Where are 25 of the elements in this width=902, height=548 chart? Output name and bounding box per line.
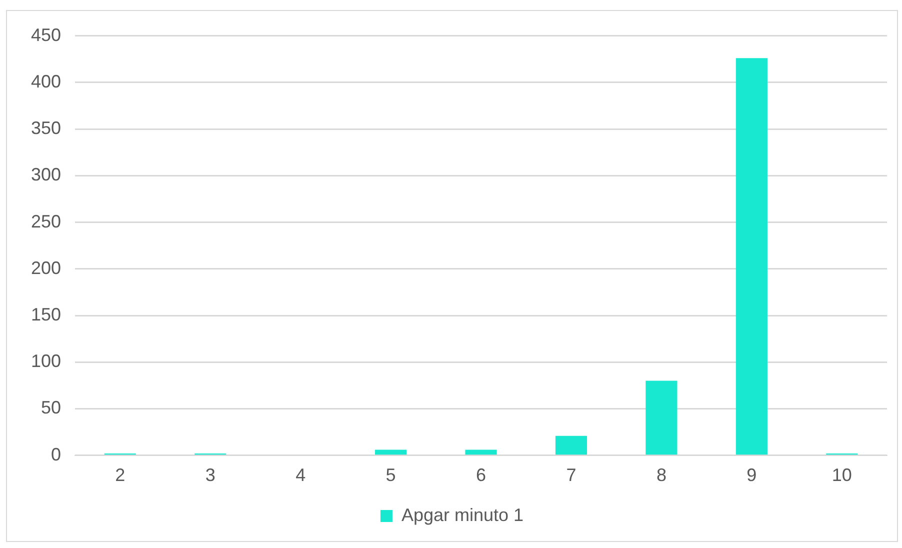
x-tick-label: 8: [656, 465, 666, 486]
x-tick-label: 10: [832, 465, 852, 486]
x-tick-label: 9: [746, 465, 757, 486]
x-tick-label: 6: [476, 465, 486, 486]
y-tick-label: 300: [30, 164, 62, 185]
x-tick-label: 3: [205, 465, 216, 486]
x-tick-label: 5: [386, 465, 396, 486]
y-tick-label: 50: [41, 398, 62, 418]
y-tick-label: 200: [30, 258, 62, 278]
x-tick-label: 7: [566, 465, 576, 486]
y-tick-label: 150: [30, 304, 62, 324]
bar: [646, 380, 678, 455]
y-tick-label: 400: [30, 71, 62, 92]
bar: [736, 58, 768, 455]
y-tick-label: 250: [30, 211, 62, 232]
x-tick-label: 2: [115, 465, 126, 486]
y-tick-label: 100: [30, 351, 62, 372]
legend-label: Apgar minuto 1: [401, 504, 524, 525]
y-tick-label: 450: [30, 24, 62, 45]
x-tick-label: 4: [296, 465, 306, 486]
bar: [555, 436, 588, 455]
bar: [375, 450, 407, 455]
bar: [465, 450, 497, 455]
y-tick-label: 0: [51, 444, 62, 464]
y-tick-label: 350: [30, 118, 62, 138]
